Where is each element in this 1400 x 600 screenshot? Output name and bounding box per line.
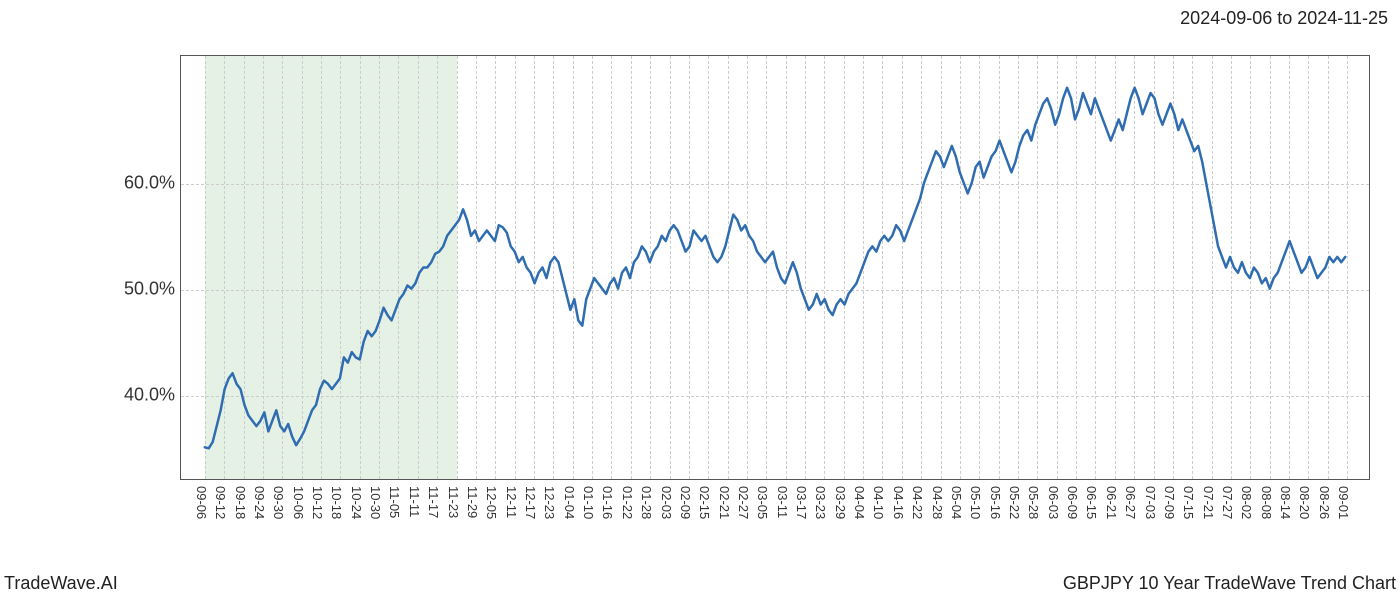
x-axis-tick-label: 10-30: [368, 486, 383, 519]
x-axis-tick-label: 05-28: [1026, 486, 1041, 519]
x-axis-tick-label: 04-10: [871, 486, 886, 519]
x-axis-tick-label: 05-04: [949, 486, 964, 519]
x-axis-tick-label: 03-23: [813, 486, 828, 519]
chart-plot-area: [180, 55, 1370, 480]
x-axis-tick-label: 09-01: [1336, 486, 1351, 519]
x-axis-tick-label: 04-16: [891, 486, 906, 519]
x-axis-tick-label: 07-09: [1162, 486, 1177, 519]
x-axis-tick-label: 02-15: [697, 486, 712, 519]
brand-label: TradeWave.AI: [4, 573, 118, 594]
x-axis-tick-label: 07-21: [1201, 486, 1216, 519]
x-axis-tick-label: 12-23: [542, 486, 557, 519]
x-axis-tick-label: 01-16: [600, 486, 615, 519]
x-axis-tick-label: 06-03: [1046, 486, 1061, 519]
x-axis-tick-label: 03-11: [775, 486, 790, 518]
x-axis-tick-label: 09-12: [213, 486, 228, 519]
x-axis-tick-label: 06-21: [1104, 486, 1119, 519]
x-axis-tick-label: 11-29: [465, 486, 480, 518]
x-axis-tick-label: 04-22: [910, 486, 925, 519]
series-polyline: [205, 88, 1345, 449]
x-axis-tick-label: 07-15: [1181, 486, 1196, 519]
x-axis-tick-label: 08-26: [1317, 486, 1332, 519]
x-axis-tick-label: 11-05: [387, 486, 402, 518]
x-axis-tick-label: 09-18: [233, 486, 248, 519]
x-axis-tick-label: 10-12: [310, 486, 325, 519]
x-axis-tick-label: 12-05: [484, 486, 499, 519]
x-axis-tick-label: 10-06: [291, 486, 306, 519]
x-axis-tick-label: 09-24: [252, 486, 267, 519]
x-axis-tick-label: 12-11: [504, 486, 519, 518]
x-axis-tick-label: 01-10: [581, 486, 596, 519]
x-axis-tick-label: 01-28: [639, 486, 654, 519]
x-axis-tick-label: 02-27: [736, 486, 751, 519]
x-axis-tick-label: 08-20: [1297, 486, 1312, 519]
x-axis-tick-label: 02-03: [659, 486, 674, 519]
x-axis-tick-label: 11-11: [407, 486, 422, 517]
x-axis-tick-label: 02-21: [717, 486, 732, 519]
y-axis-tick-label: 50.0%: [105, 278, 175, 299]
chart-title: GBPJPY 10 Year TradeWave Trend Chart: [1063, 573, 1396, 594]
x-axis-tick-label: 05-16: [988, 486, 1003, 519]
x-axis-tick-label: 02-09: [678, 486, 693, 519]
x-axis-tick-label: 06-27: [1123, 486, 1138, 519]
x-axis-tick-label: 09-30: [271, 486, 286, 519]
x-axis-tick-label: 05-22: [1007, 486, 1022, 519]
x-axis-tick-label: 11-23: [446, 486, 461, 518]
x-axis-tick-label: 11-17: [426, 486, 441, 518]
y-axis-tick-label: 40.0%: [105, 385, 175, 406]
y-axis-tick-label: 60.0%: [105, 172, 175, 193]
date-range-label: 2024-09-06 to 2024-11-25: [1180, 8, 1388, 29]
x-axis-tick-label: 04-04: [852, 486, 867, 519]
x-axis-tick-label: 06-09: [1065, 486, 1080, 519]
x-axis-tick-label: 10-18: [329, 486, 344, 519]
x-axis-tick-label: 08-02: [1239, 486, 1254, 519]
x-axis-tick-label: 12-17: [523, 486, 538, 519]
x-axis-tick-label: 09-06: [194, 486, 209, 519]
line-series-svg: [181, 56, 1369, 479]
x-axis-tick-label: 03-05: [755, 486, 770, 519]
x-axis-tick-label: 03-17: [794, 486, 809, 519]
x-axis-tick-label: 01-04: [562, 486, 577, 519]
x-axis-tick-label: 07-03: [1143, 486, 1158, 519]
x-axis-tick-label: 06-15: [1084, 486, 1099, 519]
x-axis-tick-label: 05-10: [968, 486, 983, 519]
x-axis-tick-label: 01-22: [620, 486, 635, 519]
x-axis-tick-label: 08-14: [1278, 486, 1293, 519]
x-axis-tick-label: 07-27: [1220, 486, 1235, 519]
x-axis-tick-label: 08-08: [1259, 486, 1274, 519]
x-axis-tick-label: 10-24: [349, 486, 364, 519]
x-axis-tick-label: 03-29: [833, 486, 848, 519]
x-axis-tick-label: 04-28: [930, 486, 945, 519]
